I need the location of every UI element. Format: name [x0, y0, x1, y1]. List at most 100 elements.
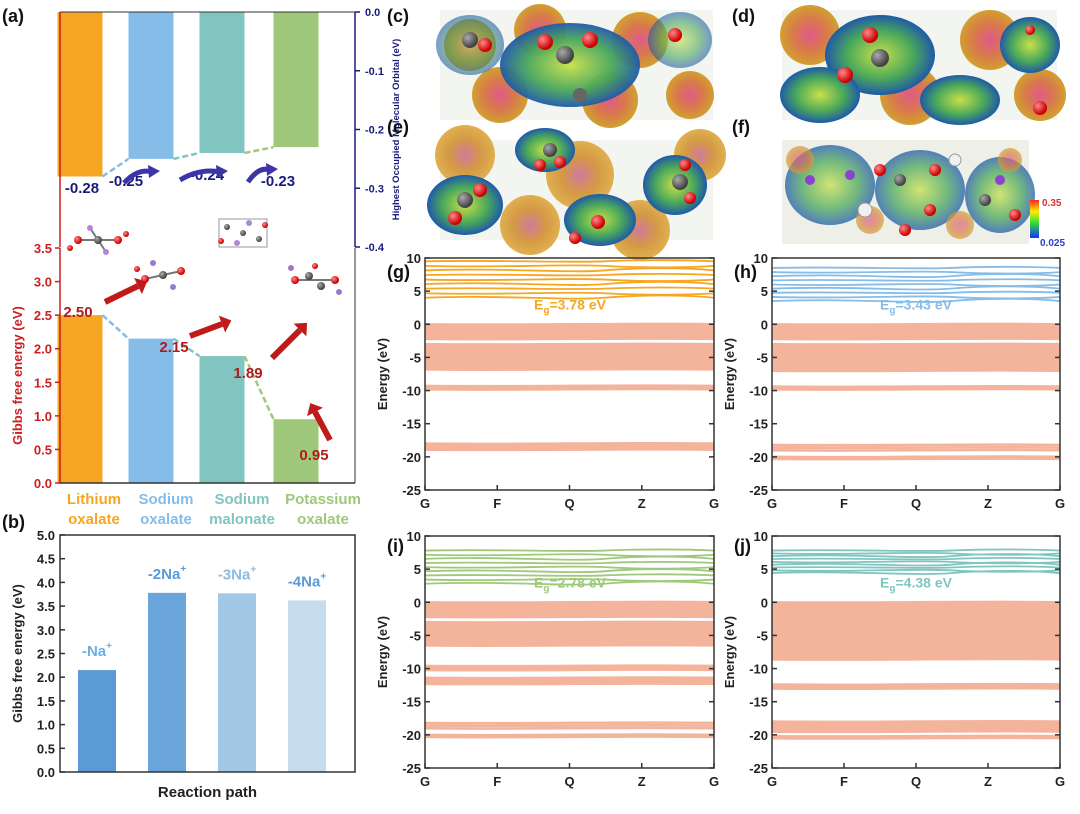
y-axis-label: Highest Occupied Molecular Orbital (eV): [391, 39, 402, 221]
band-lines: [425, 548, 714, 739]
homo-bar: [199, 12, 245, 153]
valence-band: [425, 447, 714, 452]
homo-bar: [128, 12, 174, 159]
valence-band: [425, 602, 714, 607]
valence-band: [425, 626, 714, 631]
valence-band: [772, 640, 1060, 644]
y-tick-label: -20: [402, 728, 421, 743]
valence-band: [772, 624, 1060, 629]
valence-band: [772, 384, 1060, 389]
x-tick-label: Z: [638, 496, 646, 511]
valence-band: [772, 633, 1060, 637]
x-tick-label: G: [767, 496, 777, 511]
valence-band: [772, 328, 1060, 333]
charge-density-image-e: [427, 125, 726, 260]
valence-band: [772, 333, 1060, 337]
conduction-band: [425, 560, 714, 565]
y-tick-label: 3.5: [34, 241, 52, 256]
y-tick-label: 3.0: [37, 623, 55, 638]
homo-value-label: -0.28: [65, 180, 99, 197]
panel-a-gibbs-chart: 2.50 2.15 1.89 0.95 0.0 0.5 1.0 1.5 2.0 2.5 3.0 3.5…: [10, 241, 361, 528]
valence-band: [772, 719, 1060, 724]
valence-band: [425, 613, 714, 617]
y-tick-label: 5.0: [37, 528, 55, 543]
conduction-band: [772, 283, 1060, 287]
valence-band: [772, 622, 1060, 626]
valence-band: [425, 635, 714, 639]
reaction-bar: [78, 670, 116, 772]
x-tick-label: G: [709, 774, 719, 789]
conduction-band: [772, 290, 1060, 295]
y-tick-label: 0.0: [37, 765, 55, 780]
valence-band: [772, 648, 1060, 653]
x-tick-label: F: [493, 496, 501, 511]
conduction-band: [425, 259, 714, 263]
y-tick-label: -20: [749, 450, 768, 465]
valence-band: [772, 646, 1060, 650]
valence-band: [772, 455, 1060, 459]
gibbs-arrow: [269, 327, 303, 361]
conduction-band: [425, 264, 714, 269]
valence-band: [425, 367, 714, 372]
y-tick-label: -20: [402, 450, 421, 465]
y-tick-label: 5: [414, 284, 421, 299]
valence-band: [772, 342, 1060, 346]
conduction-band: [425, 286, 714, 290]
valence-band: [425, 356, 714, 360]
valence-band: [425, 443, 714, 448]
y-tick-label: 5: [761, 562, 768, 577]
valence-band: [772, 351, 1060, 355]
y-tick-label: -5: [756, 350, 768, 365]
y-tick-label: -20: [749, 728, 768, 743]
panel-label-d: (d): [732, 6, 755, 26]
valence-band: [425, 333, 714, 337]
y-tick-label: 1.5: [37, 694, 55, 709]
valence-band: [772, 355, 1060, 360]
y-tick-label: -15: [402, 417, 421, 432]
valence-band: [772, 642, 1060, 646]
x-tick-label: F: [840, 774, 848, 789]
valence-band: [772, 615, 1060, 620]
gibbs-arrow: [312, 410, 333, 442]
gibbs-arrowhead: [218, 315, 232, 333]
charge-density-image-d: [780, 5, 1066, 125]
valence-band: [425, 639, 714, 643]
y-tick-label: -15: [749, 695, 768, 710]
valence-band: [772, 686, 1060, 691]
valence-band: [772, 626, 1060, 631]
band-gap-label-sub: g: [543, 584, 549, 595]
x-tick-label: Z: [984, 496, 992, 511]
valence-band: [425, 620, 714, 624]
valence-band: [425, 606, 714, 611]
valence-band: [772, 344, 1060, 349]
valence-band: [425, 682, 714, 686]
valence-band: [772, 330, 1060, 335]
y-tick-label: 2.5: [34, 308, 52, 323]
y-axis-label: Energy (eV): [722, 616, 737, 688]
y-tick-label: -25: [749, 761, 768, 776]
panel-a-homo-chart: -0.28 -0.25 -0.24 -0.230.0-0.1-0.2-0.3-0.4H…: [57, 7, 402, 254]
conduction-band: [772, 265, 1060, 270]
band-gap-label: Eg=2.78 eV: [534, 575, 607, 595]
y-tick-label: -10: [402, 662, 421, 677]
valence-band: [772, 369, 1060, 373]
colorbar: 0.35 0.025: [1030, 198, 1065, 249]
y-tick-label: -15: [749, 417, 768, 432]
gibbs-bar: [128, 338, 174, 483]
bar-label-sup: +: [250, 564, 256, 575]
conduction-band: [772, 270, 1060, 275]
conduction-band: [425, 578, 714, 582]
x-tick-label: Z: [638, 774, 646, 789]
y-tick-label: 0.5: [34, 442, 52, 457]
band-lines: [425, 259, 714, 452]
homo-bar: [273, 12, 319, 148]
conduction-band: [772, 565, 1060, 569]
valence-band: [425, 604, 714, 609]
x-category-label: malonate: [209, 511, 275, 528]
conduction-band: [772, 278, 1060, 282]
valence-band: [772, 362, 1060, 366]
